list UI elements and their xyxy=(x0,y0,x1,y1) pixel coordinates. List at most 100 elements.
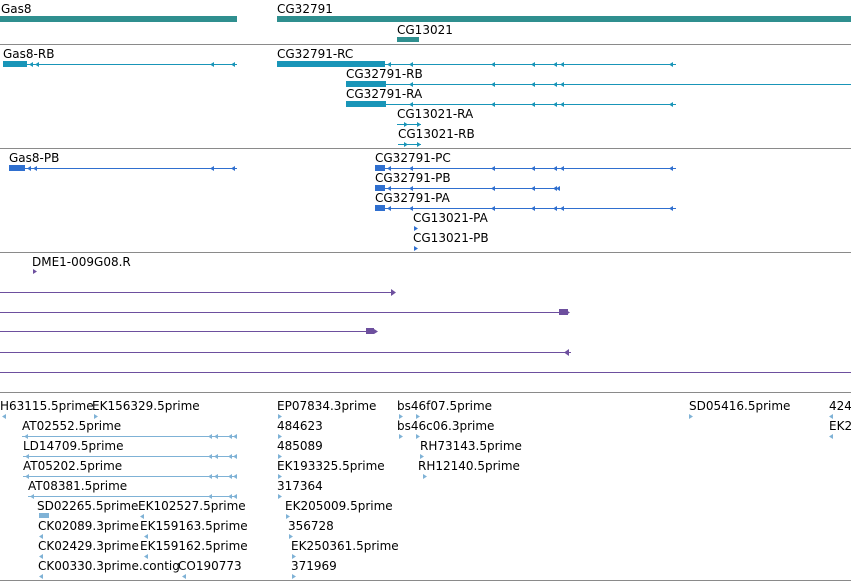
est-arrow[interactable] xyxy=(94,414,98,419)
est-arrow[interactable] xyxy=(182,574,186,579)
strand-arrow[interactable] xyxy=(531,186,535,191)
protein-block[interactable] xyxy=(375,165,385,171)
strand-arrow[interactable] xyxy=(491,62,495,67)
est-arrow[interactable] xyxy=(292,554,296,559)
est-label[interactable]: LD14709.5prime xyxy=(23,439,124,453)
clone-label[interactable]: DME1-009G08.R xyxy=(32,255,131,269)
est-arrow[interactable] xyxy=(39,554,43,559)
strand-arrow[interactable] xyxy=(417,142,421,147)
est-label[interactable]: SD05416.5prime xyxy=(689,399,791,413)
est-label[interactable]: CK02089.3prime xyxy=(38,519,139,533)
est-arrow[interactable] xyxy=(24,434,28,439)
est-arrow[interactable] xyxy=(25,454,29,459)
est-arrow[interactable] xyxy=(233,494,237,499)
est-label[interactable]: CK00330.3prime.contig xyxy=(38,559,180,573)
strand-arrow[interactable] xyxy=(531,102,535,107)
est-label[interactable]: EK193325.5prime xyxy=(277,459,385,473)
est-label[interactable]: RH73143.5prime xyxy=(420,439,522,453)
protein-label[interactable]: CG13021-PB xyxy=(413,231,489,245)
est-arrow[interactable] xyxy=(233,434,237,439)
clone-arrow[interactable] xyxy=(374,329,378,334)
protein-label[interactable]: Gas8-PB xyxy=(9,151,60,165)
est-label[interactable]: AT08381.5prime xyxy=(28,479,128,493)
strand-arrow[interactable] xyxy=(669,62,673,67)
clone-arrow[interactable] xyxy=(391,289,396,296)
strand-arrow[interactable] xyxy=(553,186,557,191)
est-arrow[interactable] xyxy=(416,434,420,439)
est-label[interactable]: bs46f07.5prime xyxy=(397,399,493,413)
est-arrow[interactable] xyxy=(228,434,232,439)
strand-arrow[interactable] xyxy=(560,62,564,67)
exon-block[interactable] xyxy=(3,61,27,67)
strand-arrow[interactable] xyxy=(29,62,33,67)
est-arrow[interactable] xyxy=(289,534,293,539)
strand-arrow[interactable] xyxy=(33,166,37,171)
strand-arrow[interactable] xyxy=(417,122,421,127)
strand-arrow[interactable] xyxy=(210,166,214,171)
strand-arrow[interactable] xyxy=(409,82,413,87)
strand-arrow[interactable] xyxy=(35,62,39,67)
strand-arrow[interactable] xyxy=(409,166,413,171)
clone-block[interactable] xyxy=(559,309,568,315)
est-label[interactable]: H63115.5prime xyxy=(0,399,94,413)
transcript-label[interactable]: CG32791-RA xyxy=(346,87,423,101)
strand-arrow[interactable] xyxy=(491,206,495,211)
strand-arrow[interactable] xyxy=(560,166,564,171)
strand-arrow[interactable] xyxy=(231,62,235,67)
est-block[interactable] xyxy=(39,513,49,518)
transcript-label[interactable]: Gas8-RB xyxy=(3,47,55,61)
strand-arrow[interactable] xyxy=(560,82,564,87)
strand-arrow[interactable] xyxy=(531,82,535,87)
strand-arrow[interactable] xyxy=(387,186,391,191)
est-arrow[interactable] xyxy=(233,454,237,459)
protein-label[interactable]: CG32791-PB xyxy=(375,171,451,185)
strand-arrow[interactable] xyxy=(491,102,495,107)
strand-arrow[interactable] xyxy=(409,102,413,107)
strand-arrow[interactable] xyxy=(491,186,495,191)
strand-arrow[interactable] xyxy=(669,166,673,171)
strand-arrow[interactable] xyxy=(556,186,560,191)
strand-arrow[interactable] xyxy=(669,102,673,107)
est-arrow[interactable] xyxy=(39,574,43,579)
strand-arrow[interactable] xyxy=(231,166,235,171)
strand-arrow[interactable] xyxy=(553,102,557,107)
transcript-label[interactable]: CG32791-RB xyxy=(346,67,423,81)
strand-arrow[interactable] xyxy=(560,206,564,211)
est-arrow[interactable] xyxy=(2,414,6,419)
est-arrow[interactable] xyxy=(228,494,232,499)
strand-arrow[interactable] xyxy=(553,62,557,67)
strand-arrow[interactable] xyxy=(387,206,391,211)
est-arrow[interactable] xyxy=(278,474,282,479)
est-arrow[interactable] xyxy=(228,454,232,459)
est-label[interactable]: EK250361.5prime xyxy=(291,539,399,553)
est-label[interactable]: 424 xyxy=(829,399,851,413)
est-arrow[interactable] xyxy=(292,574,296,579)
est-label[interactable]: AT02552.5prime xyxy=(22,419,122,433)
est-label[interactable]: 356728 xyxy=(288,519,334,533)
strand-arrow[interactable] xyxy=(404,142,408,147)
strand-arrow[interactable] xyxy=(414,246,418,251)
strand-arrow[interactable] xyxy=(531,206,535,211)
strand-arrow[interactable] xyxy=(387,166,391,171)
est-arrow[interactable] xyxy=(278,434,282,439)
strand-arrow[interactable] xyxy=(553,82,557,87)
strand-arrow[interactable] xyxy=(560,102,564,107)
est-arrow[interactable] xyxy=(208,454,212,459)
gene-bar[interactable] xyxy=(277,16,851,22)
est-label[interactable]: EP07834.3prime xyxy=(277,399,377,413)
gene-label[interactable]: Gas8 xyxy=(1,2,32,16)
est-label[interactable]: EK102527.5prime xyxy=(138,499,246,513)
transcript-label[interactable]: CG13021-RB xyxy=(398,127,475,141)
clone-block[interactable] xyxy=(366,328,374,334)
est-arrow[interactable] xyxy=(286,514,290,519)
est-arrow[interactable] xyxy=(278,454,282,459)
est-arrow[interactable] xyxy=(233,474,237,479)
gene-label[interactable]: CG32791 xyxy=(277,2,333,16)
est-arrow[interactable] xyxy=(228,474,232,479)
protein-label[interactable]: CG13021-PA xyxy=(413,211,488,225)
est-arrow[interactable] xyxy=(140,514,144,519)
strand-arrow[interactable] xyxy=(210,62,214,67)
est-arrow[interactable] xyxy=(423,474,427,479)
protein-block[interactable] xyxy=(9,165,25,171)
est-label[interactable]: 317364 xyxy=(277,479,323,493)
